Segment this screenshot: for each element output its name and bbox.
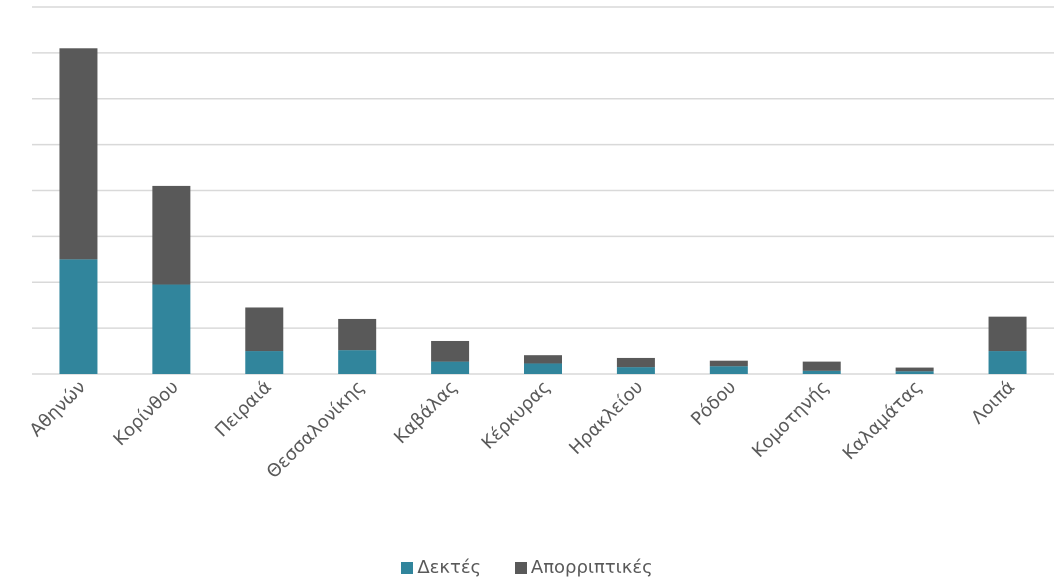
x-tick-label: Ηρακλείου [565, 377, 647, 459]
bar-segment-series-2 [616, 357, 655, 368]
x-tick-label: Κέρκυρας [478, 377, 555, 454]
legend-swatch-series-1 [401, 561, 414, 574]
x-tick-label: Κομοτηνής [748, 377, 833, 462]
x-tick-label: Αθηνών [26, 377, 90, 441]
x-tick-label: Καβάλας [390, 377, 461, 448]
x-tick-label: Κορίνθου [109, 377, 182, 450]
bar-segment-series-2 [431, 340, 470, 362]
bar-segment-series-2 [245, 307, 284, 352]
bar-segment-series-2 [524, 355, 562, 364]
legend-label-series-1: Δεκτές [417, 557, 482, 578]
x-tick-label: Καλαμάτας [839, 377, 927, 465]
bar-segment-series-1 [802, 370, 841, 374]
bar-segment-series-1 [895, 371, 934, 374]
bar-segment-series-1 [59, 259, 98, 374]
legend-item-series-2: Απορριπτικές [514, 557, 653, 578]
bar-segment-series-2 [802, 361, 841, 371]
x-tick-label: Λοιπά [967, 377, 1019, 429]
bar-segment-series-2 [59, 48, 98, 260]
bar-segment-series-2 [338, 318, 377, 351]
bars [59, 48, 1027, 374]
bar-segment-series-1 [431, 361, 470, 374]
legend: Δεκτές Απορριπτικές [0, 557, 1054, 579]
bar-segment-series-1 [988, 351, 1027, 374]
gridlines [32, 6, 1054, 375]
bar-segment-series-2 [988, 316, 1027, 352]
bar-segment-series-2 [152, 185, 191, 285]
bar-segment-series-1 [338, 350, 377, 374]
legend-item-series-1: Δεκτές [401, 557, 481, 578]
legend-swatch-series-2 [514, 561, 527, 574]
x-tick-label: Πειραιά [211, 377, 276, 442]
bar-segment-series-1 [245, 351, 284, 374]
x-tick-label: Θεσσαλονίκης [263, 377, 369, 483]
bar-segment-series-2 [709, 360, 748, 367]
x-tick-label: Ρόδου [687, 377, 740, 430]
bar-segment-series-1 [709, 366, 748, 374]
bar-segment-series-2 [895, 367, 934, 372]
bar-segment-series-1 [524, 363, 562, 374]
bar-segment-series-1 [616, 367, 655, 374]
legend-label-series-2: Απορριπτικές [530, 557, 653, 578]
bar-segment-series-1 [152, 284, 191, 374]
